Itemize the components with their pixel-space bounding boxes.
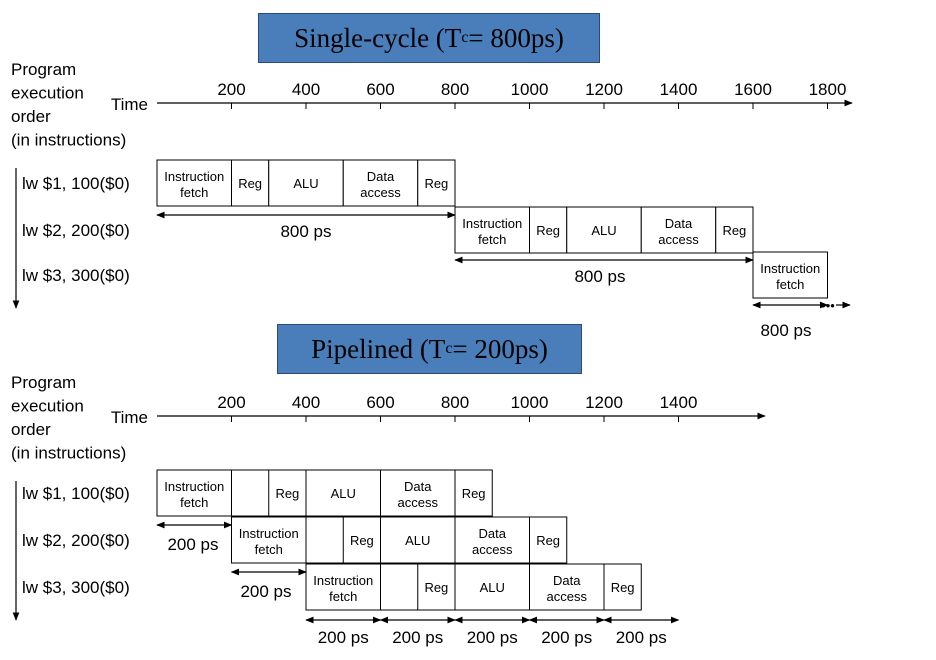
pipelined-title: Pipelined (T c = 200ps) — [277, 324, 582, 374]
stage-label: Reg — [536, 533, 560, 548]
y-axis-label-line: execution — [11, 84, 84, 103]
stage-label: Instruction fetch — [760, 261, 820, 292]
y-axis-label-line: execution — [11, 397, 84, 416]
time-label: Time — [111, 95, 148, 114]
instruction-label: lw $1, 100($0) — [22, 484, 130, 503]
stage-label: Instruction fetch — [462, 216, 522, 247]
stage-cell — [603, 563, 642, 611]
stage-cell — [417, 563, 456, 611]
stage-cell — [231, 159, 270, 207]
tick-label: 600 — [366, 80, 394, 99]
stage-cell — [268, 159, 344, 207]
stage-label: Data access — [398, 479, 439, 510]
duration-label: 200 ps — [616, 628, 667, 647]
stage-label: Instruction fetch — [313, 573, 373, 604]
stage-label: Reg — [350, 533, 374, 548]
stage-label: Reg — [462, 486, 486, 501]
duration-label: 800 ps — [574, 267, 625, 286]
tick-label: 200 — [217, 393, 245, 412]
tick-label: 1200 — [585, 80, 623, 99]
stage-cell — [529, 563, 605, 611]
stage-label: ALU — [480, 580, 505, 595]
stage-label: Reg — [424, 176, 448, 191]
y-axis-label-line: order — [11, 107, 51, 126]
tick-label: 800 — [441, 80, 469, 99]
stage-label: Data access — [360, 169, 401, 200]
tick-label: 1400 — [660, 80, 698, 99]
tick-label: 1400 — [660, 393, 698, 412]
stage-label: ALU — [405, 533, 430, 548]
stage-label: Reg — [275, 486, 299, 501]
stage-cell — [305, 563, 381, 611]
tick-label: 400 — [292, 80, 320, 99]
stage-label: Reg — [611, 580, 635, 595]
stage-label: Reg — [424, 580, 448, 595]
instruction-label: lw $2, 200($0) — [22, 221, 130, 240]
stage-cell — [156, 469, 232, 517]
single-cycle-title: Single-cycle (T c = 800ps) — [258, 13, 600, 63]
duration-label: 800 ps — [280, 222, 331, 241]
tick-label: 400 — [292, 393, 320, 412]
stage-cell — [268, 469, 307, 517]
stage-label: Reg — [238, 176, 262, 191]
stage-cell — [305, 469, 381, 517]
tick-label: 800 — [441, 393, 469, 412]
stage-cell — [380, 516, 456, 564]
stage-cell — [752, 251, 828, 299]
stage-label: Reg — [722, 223, 746, 238]
tick-label: 1000 — [511, 80, 549, 99]
duration-label: 200 ps — [541, 628, 592, 647]
y-axis-label-line: Program — [11, 373, 76, 392]
stage-cell — [529, 516, 568, 564]
duration-label: 200 ps — [240, 582, 291, 601]
tick-label: 600 — [366, 393, 394, 412]
stage-cell — [417, 159, 456, 207]
instruction-label: lw $2, 200($0) — [22, 531, 130, 550]
instruction-label: lw $1, 100($0) — [22, 174, 130, 193]
stage-label: Reg — [536, 223, 560, 238]
stage-cell — [529, 206, 568, 254]
instruction-label: lw $3, 300($0) — [22, 578, 130, 597]
stage-label: Instruction fetch — [164, 479, 224, 510]
duration-label: 800 ps — [760, 321, 811, 340]
stage-cell — [156, 159, 232, 207]
stage-label: Instruction fetch — [239, 526, 299, 557]
y-axis-label-line: (in instructions) — [11, 444, 126, 463]
y-axis-label-line: (in instructions) — [11, 131, 126, 150]
duration-label: 200 ps — [392, 628, 443, 647]
stage-label: ALU — [293, 176, 318, 191]
y-axis-label-line: Program — [11, 60, 76, 79]
stage-label: Data access — [472, 526, 513, 557]
tick-label: 1200 — [585, 393, 623, 412]
stage-label: Instruction fetch — [164, 169, 224, 200]
stage-cell — [640, 206, 717, 254]
tick-label: 1000 — [511, 393, 549, 412]
instruction-label: lw $3, 300($0) — [22, 266, 130, 285]
stage-cell — [454, 469, 493, 517]
time-label: Time — [111, 408, 148, 427]
duration-label: 200 ps — [467, 628, 518, 647]
duration-label: 200 ps — [318, 628, 369, 647]
tick-label: 1800 — [809, 80, 847, 99]
tick-label: 1600 — [734, 80, 772, 99]
tick-label: 200 — [217, 80, 245, 99]
stage-cell — [231, 516, 307, 564]
stage-label: Data access — [547, 573, 588, 604]
stage-cell — [380, 469, 456, 517]
ellipsis-marker: ••• — [821, 298, 835, 313]
y-axis-label-line: order — [11, 420, 51, 439]
stage-cell — [342, 516, 381, 564]
stage-label: Data access — [658, 216, 699, 247]
stage-label: ALU — [331, 486, 356, 501]
stage-cell — [715, 206, 754, 254]
stage-cell — [566, 206, 642, 254]
duration-label: 200 ps — [167, 535, 218, 554]
stage-label: ALU — [591, 223, 616, 238]
